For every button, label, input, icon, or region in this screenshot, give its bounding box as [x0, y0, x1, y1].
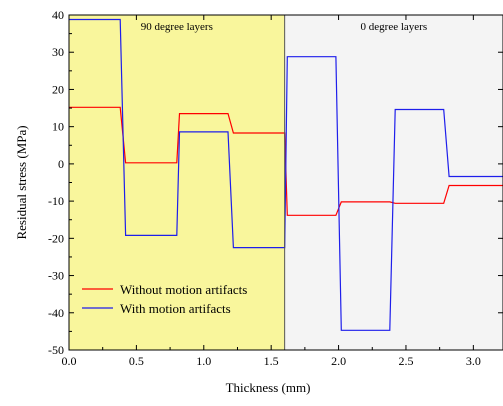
legend-label-without-motion-artifacts: Without motion artifacts	[120, 282, 247, 297]
y-tick-label: 40	[52, 8, 64, 22]
y-tick-label: 0	[58, 157, 64, 171]
legend-label-with-motion-artifacts: With motion artifacts	[120, 301, 231, 316]
y-tick-label: -20	[48, 231, 64, 245]
region-label-0-degree: 0 degree layers	[361, 21, 428, 33]
series-line-with-motion-artifacts	[69, 18, 503, 331]
y-tick-label: -30	[48, 269, 64, 283]
x-tick-label: 3.0	[466, 354, 481, 368]
x-tick-label: 2.5	[398, 354, 413, 368]
x-tick-label: 0.5	[129, 354, 144, 368]
x-tick-label: 1.5	[264, 354, 279, 368]
y-axis-title: Residual stress (MPa)	[14, 125, 29, 239]
tick-marks	[68, 14, 503, 351]
x-axis-title: Thickness (mm)	[226, 380, 311, 395]
region-label-90-degree: 90 degree layers	[141, 21, 213, 33]
tick-labels: 0.0 0.5 1.0 1.5 2.0 2.5 3.0 40 30 20 10 0 -10 -20 -30 -…	[48, 8, 481, 368]
y-tick-label: -40	[48, 306, 64, 320]
x-tick-label: 0.0	[62, 354, 77, 368]
y-tick-label: -50	[48, 343, 64, 357]
data-series-layer	[69, 18, 503, 331]
legend: Without motion artifacts With motion art…	[82, 282, 247, 316]
y-tick-label: 10	[52, 120, 64, 134]
x-tick-label: 1.0	[196, 354, 211, 368]
y-tick-label: 20	[52, 82, 64, 96]
y-tick-label: -10	[48, 194, 64, 208]
y-tick-label: 30	[52, 45, 64, 59]
x-tick-label: 2.0	[331, 354, 346, 368]
region-background-0	[69, 15, 285, 350]
